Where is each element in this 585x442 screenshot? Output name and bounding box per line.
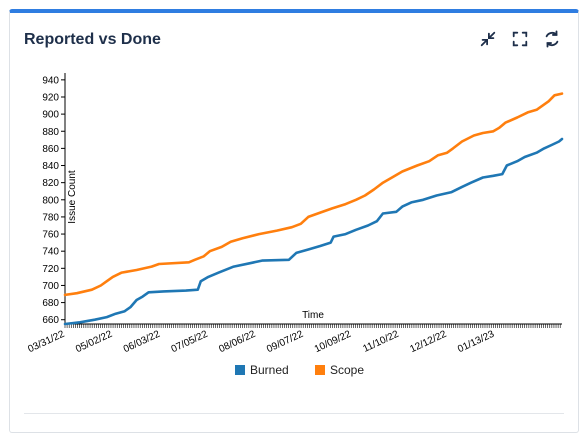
x-axis-label: Time xyxy=(302,310,324,321)
y-tick-label: 720 xyxy=(42,264,59,275)
chart-axes: 660 680 700 720 740 760 780 800 820 840 860 880 900 9… xyxy=(26,73,562,355)
y-tick-label: 760 xyxy=(42,230,59,241)
y-tick-label: 780 xyxy=(42,212,59,223)
y-tick-label: 900 xyxy=(42,110,59,121)
legend-swatch-burned xyxy=(235,365,245,375)
chart-card: Reported vs Done xyxy=(9,9,579,433)
y-axis-label: Issue Count xyxy=(67,170,78,224)
y-tick-label: 860 xyxy=(42,144,59,155)
x-tick-label: 09/07/22 xyxy=(265,329,305,356)
series-line-scope xyxy=(63,92,564,297)
x-tick-label: 08/06/22 xyxy=(217,329,257,356)
y-tick-label: 840 xyxy=(42,161,59,172)
legend-label-scope: Scope xyxy=(330,363,364,377)
collapse-icon[interactable] xyxy=(478,29,498,49)
y-tick-label: 880 xyxy=(42,127,59,138)
y-tick-label: 680 xyxy=(42,298,59,309)
chart-legend: Burned Scope xyxy=(235,363,364,377)
fullscreen-icon[interactable] xyxy=(510,29,530,49)
y-tick-label: 820 xyxy=(42,178,59,189)
x-tick-label: 03/31/22 xyxy=(26,329,66,356)
y-tick-label: 920 xyxy=(42,92,59,103)
y-tick-label: 940 xyxy=(42,75,59,86)
refresh-icon[interactable] xyxy=(542,29,562,49)
x-tick-label: 01/13/23 xyxy=(456,329,496,356)
legend-label-burned: Burned xyxy=(250,363,289,377)
x-tick-label: 07/05/22 xyxy=(170,329,210,356)
series-line-burned xyxy=(63,137,564,326)
y-tick-label: 800 xyxy=(42,195,59,206)
x-tick-label: 12/12/22 xyxy=(408,329,448,356)
x-tick-label: 11/10/22 xyxy=(361,329,401,355)
chart-series xyxy=(63,92,564,326)
y-tick-label: 740 xyxy=(42,247,59,258)
x-tick-label: 06/03/22 xyxy=(122,329,162,356)
x-tick-label: 05/02/22 xyxy=(74,329,114,356)
y-tick-label: 700 xyxy=(42,281,59,292)
x-tick-label: 10/09/22 xyxy=(313,329,353,356)
card-toolbar xyxy=(478,29,562,49)
legend-swatch-scope xyxy=(315,365,325,375)
card-title: Reported vs Done xyxy=(24,31,161,48)
card-footer-divider xyxy=(24,413,564,414)
y-tick-label: 660 xyxy=(42,315,59,326)
